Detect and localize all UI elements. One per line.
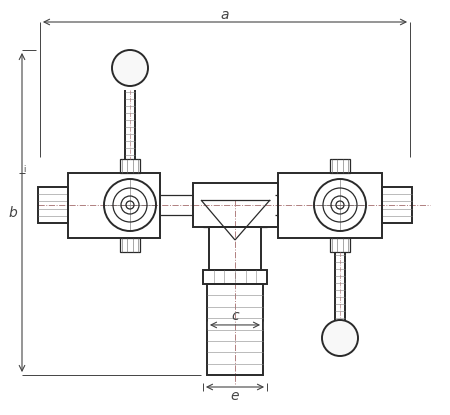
Bar [330,238,350,252]
Bar [382,187,412,223]
Text: b: b [9,205,18,220]
Bar [38,187,68,223]
Circle shape [112,50,148,86]
Text: e: e [231,389,239,403]
Text: i: i [23,164,25,173]
Bar [203,270,267,284]
Bar [120,159,140,173]
Bar [278,173,382,238]
Bar [330,159,350,173]
Bar [68,173,160,238]
Text: a: a [221,8,229,22]
Bar [207,284,263,375]
Bar [120,238,140,252]
Bar [193,183,278,227]
Text: c: c [231,309,239,323]
Bar [209,227,261,270]
Circle shape [322,320,358,356]
